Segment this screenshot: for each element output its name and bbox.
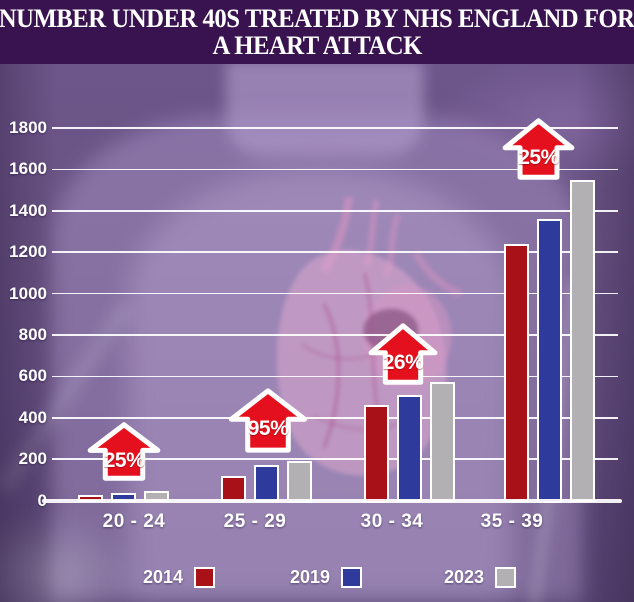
legend-swatch-2023 [495,567,517,588]
legend-label-2023: 2023 [444,567,485,587]
legend-item-2014: 2014 [143,567,216,588]
gridline-1600 [52,168,618,171]
increase-percentage-label: 95% [247,417,289,441]
y-axis-tick-1600: 1600 [9,159,47,179]
chart-title-line-1: NUMBER UNDER 40S TREATED BY NHS ENGLAND … [0,4,634,33]
legend-item-2019: 2019 [290,567,363,588]
y-axis-tick-600: 600 [18,366,47,386]
gridline-200 [52,458,618,460]
up-arrow-icon [503,119,574,179]
up-arrow-icon [229,389,307,452]
bar-2023-25-29 [287,461,312,503]
title-band: NUMBER UNDER 40S TREATED BY NHS ENGLAND … [0,0,634,64]
increase-percentage-label: 25% [103,448,145,472]
y-axis-tick-400: 400 [18,407,47,427]
legend-label-2019: 2019 [290,567,331,587]
up-arrow-icon [88,423,160,480]
y-axis-tick-1400: 1400 [9,200,47,220]
x-axis-label-35-39: 35 - 39 [480,511,544,532]
increase-percentage-label: 26% [382,351,424,374]
x-axis-label-25-29: 25 - 29 [223,511,287,532]
gridline-1400 [52,209,618,212]
x-axis-baseline [42,498,622,503]
torso-shoulders-shape [52,116,582,602]
y-axis-tick-0: 0 [0,491,47,511]
bar-2023-30-34 [430,381,455,503]
increase-percentage-label: 25% [518,146,559,169]
bar-2023-35-39 [570,179,595,503]
x-axis-label-20-24: 20 - 24 [102,511,166,532]
increase-arrow-25-29: 95% [229,389,307,452]
gridline-1800 [52,127,618,129]
increase-arrow-30-34: 26% [369,324,437,384]
gridline-400 [52,416,618,419]
gridline-1000 [52,292,618,295]
bar-2019-30-34 [397,395,422,503]
increase-arrow-35-39: 25% [503,119,574,179]
y-axis-tick-1800: 1800 [9,118,47,137]
gridline-1200 [52,251,618,253]
y-axis-tick-800: 800 [18,324,47,344]
y-axis-tick-200: 200 [18,449,47,469]
bar-2019-25-29 [254,465,279,503]
gridline-800 [52,334,618,336]
increase-arrow-20-24: 25% [88,423,160,480]
legend-swatch-2019 [341,567,363,588]
x-axis-label-30-34: 30 - 34 [360,511,424,532]
legend-item-2023: 2023 [444,567,517,588]
legend-label-2014: 2014 [143,567,184,587]
y-axis-tick-1000: 1000 [9,283,47,303]
bar-2014-35-39 [504,243,529,503]
bar-2014-30-34 [364,405,389,503]
bar-2019-35-39 [537,219,562,503]
chart-legend: 2014 2019 2023 [0,567,634,591]
gridline-600 [52,375,618,378]
y-axis-tick-1200: 1200 [9,242,47,262]
chart-title-line-2: A HEART ATTACK [212,31,422,60]
torso-neck-shape [226,60,424,156]
light-flare [0,510,140,602]
up-arrow-icon [369,324,437,384]
legend-swatch-2014 [194,567,216,588]
